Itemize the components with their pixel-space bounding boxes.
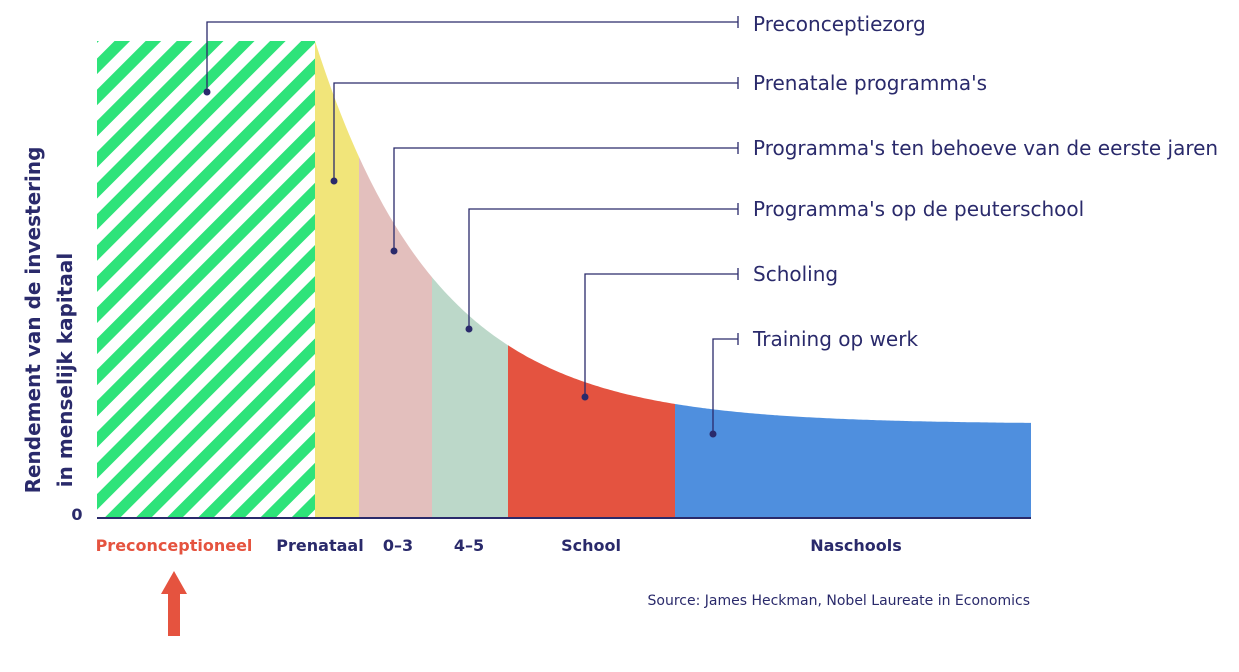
annotation-6: Training op werk	[752, 327, 918, 351]
leader-line-5	[584, 273, 738, 397]
leader-line-1	[206, 21, 738, 92]
leader-line-3	[393, 147, 738, 251]
x-tick-naschools: Naschools	[810, 536, 902, 555]
y-axis-label-line1: Rendement van de investering	[21, 147, 45, 494]
leader-dot-5	[581, 393, 589, 401]
x-tick-school: School	[561, 536, 621, 555]
leader-dot-6	[709, 430, 717, 438]
area-preconceptioneel	[97, 41, 315, 518]
leader-dot-4	[465, 325, 473, 333]
annotation-5: Scholing	[753, 262, 838, 286]
annotation-leaders	[203, 16, 739, 438]
annotation-3: Programma's ten behoeve van de eerste ja…	[753, 136, 1218, 160]
leader-line-2	[333, 82, 738, 181]
leader-dot-3	[390, 247, 398, 255]
area-prenataal	[315, 41, 359, 518]
x-tick-prenataal: Prenataal	[276, 536, 363, 555]
y-axis-label-line2: in menselijk kapitaal	[53, 253, 77, 487]
x-tick-4-5: 4–5	[454, 536, 484, 555]
source-note: Source: James Heckman, Nobel Laureate in…	[648, 593, 1031, 609]
leader-dot-1	[203, 88, 211, 96]
leader-dot-2	[330, 177, 338, 185]
area-school	[508, 345, 675, 518]
leader-line-6	[712, 338, 738, 434]
x-tick-0-3: 0–3	[383, 536, 413, 555]
annotation-1: Preconceptiezorg	[753, 12, 926, 36]
leader-line-4	[468, 208, 738, 329]
area-4-5	[432, 277, 508, 518]
arrow-up-icon	[161, 571, 187, 636]
area-naschools	[675, 404, 1031, 518]
annotation-4: Programma's op de peuterschool	[753, 197, 1084, 221]
x-tick-preconceptioneel: Preconceptioneel	[96, 536, 253, 555]
chart-areas	[97, 41, 1031, 518]
y-zero-label: 0	[71, 505, 82, 524]
area-0-3	[359, 157, 432, 518]
annotation-2: Prenatale programma's	[753, 71, 987, 95]
